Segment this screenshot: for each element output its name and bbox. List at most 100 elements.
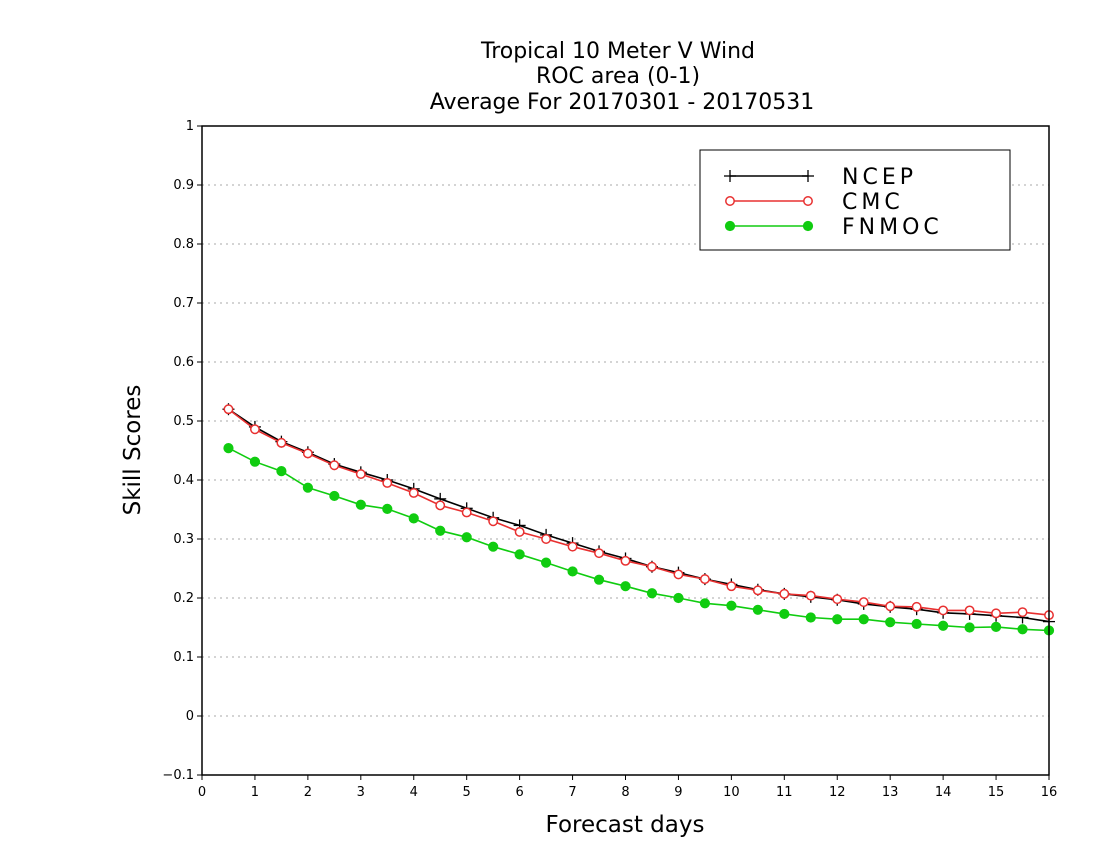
data-point-fnmoc [249, 456, 261, 467]
data-point-cmc [964, 605, 975, 616]
x-tick-label: 9 [674, 785, 682, 800]
data-point-fnmoc [329, 490, 340, 502]
data-point-cmc [435, 500, 446, 511]
data-point-fnmoc [408, 513, 419, 524]
y-tick-label: −0.1 [162, 768, 194, 783]
legend-label-cmc: CMC [842, 190, 904, 215]
data-point-fnmoc [223, 443, 234, 454]
x-tick-label: 6 [515, 785, 523, 800]
data-point-fnmoc [488, 541, 499, 552]
chart-title: Tropical 10 Meter V Wind ROC area (0-1) … [430, 39, 815, 115]
y-tick-label: 0.2 [173, 591, 194, 606]
data-point-fnmoc [911, 618, 922, 630]
data-point-cmc [488, 516, 499, 527]
data-point-cmc [885, 601, 896, 612]
data-point-fnmoc [540, 557, 552, 568]
data-point-fnmoc [938, 620, 949, 631]
data-point-cmc [408, 488, 419, 498]
data-point-cmc [832, 594, 843, 605]
data-point-fnmoc [885, 617, 896, 628]
data-point-fnmoc [514, 549, 525, 560]
data-point-cmc [779, 588, 790, 599]
data-point-cmc [355, 469, 366, 480]
data-point-fnmoc [302, 482, 313, 493]
x-tick-label: 1 [251, 785, 259, 800]
x-tick-label: 13 [882, 785, 899, 800]
data-point-cmc [1017, 607, 1028, 618]
data-point-cmc [752, 585, 763, 596]
data-point-fnmoc [673, 592, 684, 604]
y-axis-title: Skill Scores [120, 385, 146, 516]
series-cmc [223, 404, 1054, 621]
legend-item-ncep: NCEP [724, 165, 913, 190]
x-tick-label: 3 [357, 785, 365, 800]
data-point-cmc [594, 548, 604, 559]
data-point-fnmoc [832, 614, 843, 625]
y-tick-label: 1 [186, 119, 194, 134]
x-tick-label: 7 [568, 785, 576, 800]
data-point-fnmoc [726, 600, 737, 611]
y-tick-label: 0.7 [173, 296, 194, 311]
data-point-cmc [461, 507, 472, 518]
legend-marker-cmc [725, 196, 735, 206]
data-point-cmc [514, 526, 525, 537]
data-point-fnmoc [461, 532, 472, 543]
legend-marker-ncep [724, 170, 736, 182]
data-point-fnmoc [1017, 624, 1028, 635]
data-point-cmc [302, 448, 313, 459]
series-line-fnmoc [228, 447, 1050, 632]
data-point-cmc [858, 597, 869, 608]
data-point-cmc [647, 561, 657, 572]
data-point-cmc [938, 605, 949, 616]
data-point-fnmoc [805, 612, 816, 623]
y-tick-label: 0.9 [173, 178, 194, 193]
legend-item-cmc: CMC [725, 190, 904, 215]
data-point-fnmoc [567, 566, 578, 577]
data-point-cmc [249, 424, 260, 435]
data-point-fnmoc [858, 614, 869, 625]
chart-title-line-2: ROC area (0-1) [536, 64, 700, 89]
data-point-fnmoc [620, 581, 631, 592]
data-point-cmc [541, 534, 552, 544]
series-line-cmc [228, 408, 1050, 616]
x-tick-label: 8 [621, 785, 629, 800]
legend-label-fnmoc: FNMOC [842, 215, 943, 240]
data-point-cmc [673, 569, 684, 580]
y-tick-label: 0 [186, 709, 194, 724]
grid [202, 184, 1049, 717]
data-point-cmc [911, 601, 922, 612]
legend-item-fnmoc: FNMOC [724, 215, 943, 240]
x-tick-label: 14 [935, 785, 952, 800]
axis-ticks: −0.100.10.20.30.40.50.60.70.80.910 1 2 3 4 5 6… [162, 119, 1057, 800]
data-point-fnmoc [355, 499, 366, 510]
legend-box [699, 149, 1011, 251]
x-tick-label: 12 [829, 785, 846, 800]
data-point-fnmoc [699, 598, 711, 609]
x-tick-label: 10 [723, 785, 740, 800]
data-point-cmc [567, 541, 578, 552]
x-tick-label: 11 [776, 785, 793, 800]
data-point-fnmoc [990, 621, 1002, 633]
legend-marker-cmc [803, 196, 813, 206]
x-tick-label: 15 [988, 785, 1005, 800]
y-tick-label: 0.6 [173, 355, 194, 370]
data-point-fnmoc [435, 525, 446, 536]
data-point-cmc [699, 574, 710, 585]
legend-marker-fnmoc [802, 220, 814, 232]
x-tick-label: 0 [198, 785, 206, 800]
x-tick-label: 16 [1041, 785, 1058, 800]
data-point-cmc [991, 608, 1002, 619]
data-point-cmc [726, 581, 737, 592]
data-point-fnmoc [382, 503, 393, 515]
plot-series [222, 403, 1055, 636]
series-ncep [222, 403, 1055, 628]
data-point-fnmoc [964, 622, 975, 633]
legend-marker-fnmoc [724, 220, 736, 232]
data-point-fnmoc [779, 608, 790, 620]
y-tick-label: 0.1 [173, 650, 194, 665]
x-axis-title: Forecast days [546, 812, 705, 838]
data-point-fnmoc [276, 466, 287, 477]
data-point-cmc [382, 478, 393, 488]
data-point-cmc [276, 437, 287, 448]
